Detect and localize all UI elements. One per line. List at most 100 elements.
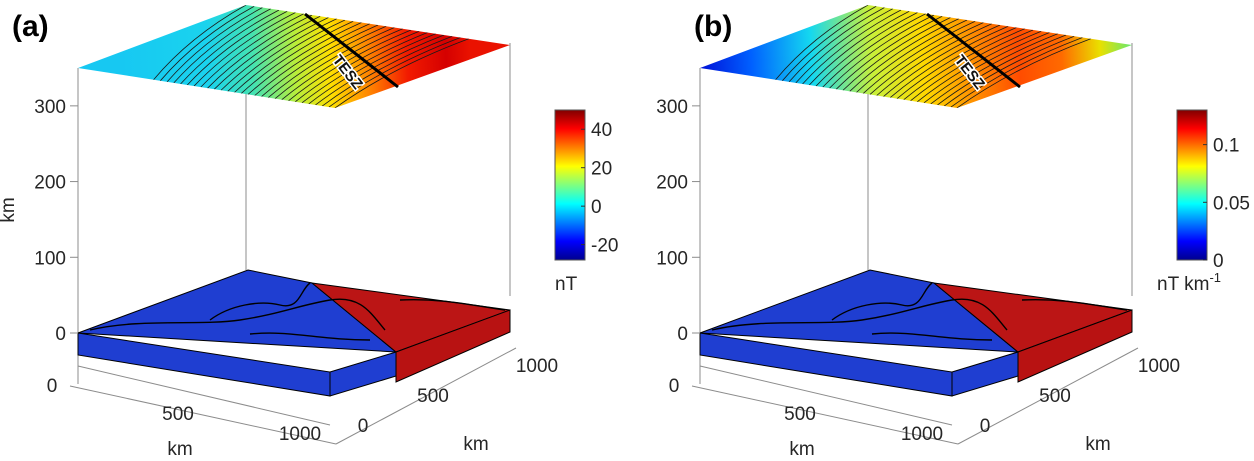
contour-line xyxy=(294,30,420,103)
y-tick-label: 1000 xyxy=(1138,356,1180,377)
contour-line xyxy=(328,37,461,108)
contour-line xyxy=(889,25,1009,98)
contour-line xyxy=(781,5,877,82)
contour-line xyxy=(234,19,346,93)
contour-line xyxy=(281,28,403,101)
x-tick-label: 1000 xyxy=(279,424,321,445)
contour-line xyxy=(856,19,968,93)
y-tick-label: 0 xyxy=(980,416,991,437)
contour-line xyxy=(288,29,412,102)
contour-line xyxy=(829,14,935,89)
boundary-line xyxy=(871,332,993,341)
contour-line xyxy=(956,38,1091,108)
x-tick-label: 500 xyxy=(784,404,816,425)
x-axis-label: km xyxy=(167,439,192,460)
y-axis-line xyxy=(957,347,1139,445)
contour-line xyxy=(923,32,1050,104)
x-axis-back-line xyxy=(699,365,953,426)
contour-line xyxy=(802,9,902,85)
x-tick-label: 500 xyxy=(162,404,194,425)
contour-line xyxy=(193,12,296,87)
top-surface xyxy=(700,5,1132,108)
contour-line xyxy=(950,37,1083,108)
contour-line xyxy=(247,22,362,95)
x-axis-line xyxy=(69,385,337,445)
contour-line xyxy=(883,24,1001,97)
tesz-boundary-line xyxy=(304,12,399,89)
country-boundaries xyxy=(89,282,506,341)
contour-line xyxy=(930,33,1058,105)
colorbar-tick-label: -20 xyxy=(591,236,618,257)
contour-line xyxy=(910,29,1034,102)
western-block-side xyxy=(329,351,397,397)
z-tick-label: 100 xyxy=(656,248,688,269)
boundary-line xyxy=(711,298,1008,331)
contour-line xyxy=(180,9,280,85)
colorbar-tick-label: 0 xyxy=(591,197,602,218)
panel-a: TESZ010020030005001000km05001000kmkm(a)-… xyxy=(0,5,618,460)
z-tick-label: 300 xyxy=(656,97,688,118)
contour-line xyxy=(808,10,910,86)
contour-line xyxy=(842,17,951,91)
contour-line xyxy=(943,35,1075,107)
x-tick-label: 1000 xyxy=(901,424,943,445)
y-axis-label: km xyxy=(463,434,488,455)
colorbar-tick-label: 20 xyxy=(591,159,612,180)
contour-line xyxy=(869,22,984,95)
contour-line xyxy=(227,18,337,92)
panel-b: TESZ010020030005001000km05001000km(b)00.… xyxy=(656,5,1250,460)
colorbar-tick-label: 0.1 xyxy=(1213,136,1239,157)
contour-line xyxy=(916,30,1042,103)
y-axis-line xyxy=(335,347,517,445)
z-tick-label: 100 xyxy=(34,248,66,269)
contour-line xyxy=(334,38,469,108)
contour-lines xyxy=(775,5,1091,108)
boundary-line xyxy=(1021,298,1128,311)
z-tick-label: 200 xyxy=(34,173,66,194)
x-tick-label: 0 xyxy=(669,376,680,397)
contour-line xyxy=(862,20,976,94)
contour-line xyxy=(876,23,992,96)
boundary-line xyxy=(89,298,386,331)
colorbar-tick-label: 40 xyxy=(591,120,612,141)
contour-line xyxy=(896,27,1017,99)
contour-line xyxy=(186,10,288,86)
z-tick-label: 300 xyxy=(34,97,66,118)
y-tick-label: 0 xyxy=(358,416,369,437)
tesz-boundary-line xyxy=(926,12,1021,89)
contour-line xyxy=(261,24,379,97)
x-axis-line xyxy=(691,385,959,445)
y-tick-label: 1000 xyxy=(516,356,558,377)
boundary-line xyxy=(831,282,933,321)
contour-line xyxy=(849,18,959,92)
top-surface xyxy=(78,5,510,108)
contour-line xyxy=(301,32,428,104)
contour-line xyxy=(254,23,370,96)
contour-line xyxy=(220,17,329,91)
x-axis-back-line xyxy=(77,365,331,426)
colorbar-tick-label: 0.05 xyxy=(1213,193,1250,214)
contour-line xyxy=(815,12,918,87)
contour-line xyxy=(822,13,926,88)
y-tick-label: 500 xyxy=(1039,386,1071,407)
western-block-side xyxy=(951,351,1019,397)
contour-line xyxy=(213,15,321,90)
contour-line xyxy=(207,14,313,89)
contour-line xyxy=(153,5,247,81)
contour-line xyxy=(321,35,453,107)
colorbar-label: nT xyxy=(555,274,578,295)
contour-line xyxy=(267,25,387,98)
z-tick-label: 200 xyxy=(656,173,688,194)
y-axis-label: km xyxy=(1085,434,1110,455)
colorbar-unit-exponent: -1 xyxy=(1209,270,1221,285)
contour-line xyxy=(775,5,869,81)
x-axis-label: km xyxy=(789,439,814,460)
z-axis-label: km xyxy=(0,197,19,222)
panel-label: (b) xyxy=(694,10,732,43)
country-boundaries xyxy=(711,282,1128,341)
z-tick-label: 0 xyxy=(677,324,688,345)
boundary-line xyxy=(249,332,371,341)
boundary-line xyxy=(399,298,506,311)
colorbar xyxy=(1176,109,1208,261)
